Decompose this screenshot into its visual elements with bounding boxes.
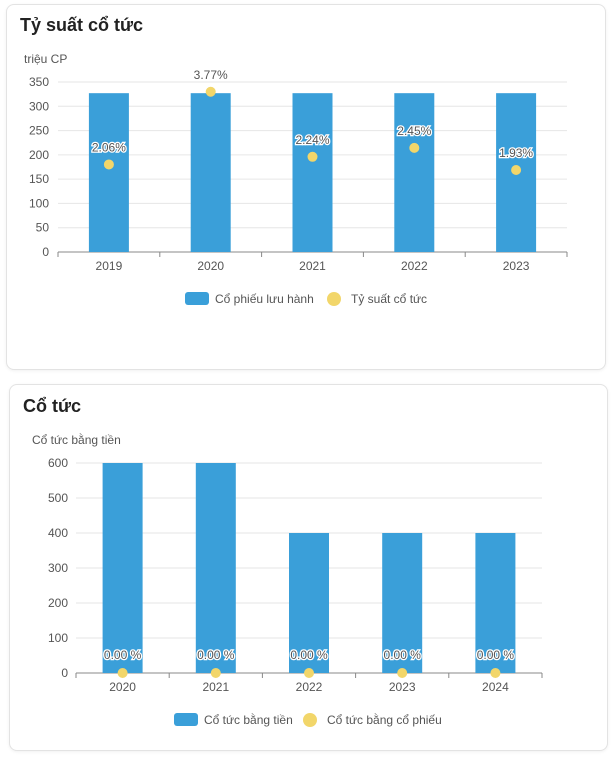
bar <box>102 463 143 673</box>
legend-swatch-bar <box>185 292 209 305</box>
x-tick-label: 2023 <box>503 259 530 273</box>
scatter-point <box>210 668 221 678</box>
data-label: 0.00 % <box>104 648 142 662</box>
y-tick-label: 200 <box>48 596 68 610</box>
y-tick-label: 300 <box>29 99 49 113</box>
x-tick-label: 2023 <box>389 680 416 694</box>
bar <box>382 533 423 673</box>
card-title: Tỷ suất cổ tức <box>20 15 144 35</box>
y-tick-label: 100 <box>29 196 49 210</box>
bar <box>88 93 129 253</box>
y-tick-label: 200 <box>29 148 49 162</box>
bar <box>475 533 516 673</box>
scatter-point <box>307 151 318 162</box>
data-label: 0.00 % <box>197 648 235 662</box>
y-tick-label: 250 <box>29 124 49 138</box>
x-tick-label: 2020 <box>197 259 224 273</box>
legend-label: Cổ tức bằng cổ phiếu <box>327 712 442 727</box>
y-tick-label: 0 <box>42 245 49 259</box>
bar <box>190 93 231 253</box>
data-label: 2.06% <box>92 140 126 154</box>
bar <box>289 533 329 673</box>
y-tick-label: 400 <box>48 526 68 540</box>
scatter-point <box>103 159 114 170</box>
y-tick-label: 600 <box>48 456 68 470</box>
x-tick-label: 2019 <box>96 259 123 273</box>
card-title: Cổ tức <box>23 396 82 416</box>
x-tick-label: 2022 <box>401 259 428 273</box>
x-tick-label: 2024 <box>482 680 509 694</box>
legend-swatch-dot <box>327 292 341 306</box>
scatter-point <box>117 668 128 678</box>
y-tick-label: 100 <box>48 631 68 645</box>
y-tick-label: 500 <box>48 491 68 505</box>
scatter-point <box>304 668 314 678</box>
y-tick-label: 150 <box>29 172 49 186</box>
data-label: 0.00 % <box>290 648 328 662</box>
data-label: 1.93% <box>499 146 533 160</box>
data-label: 3.77% <box>194 68 228 82</box>
x-tick-label: 2021 <box>202 680 229 694</box>
scatter-point <box>205 86 216 97</box>
legend-swatch-bar <box>174 713 198 726</box>
y-tick-label: 350 <box>29 75 49 89</box>
scatter-point <box>511 164 522 175</box>
data-label: 0.00 % <box>384 648 422 662</box>
y-tick-label: 300 <box>48 561 68 575</box>
scatter-point <box>490 668 501 678</box>
y-tick-label: 50 <box>36 221 50 235</box>
x-tick-label: 2020 <box>109 680 136 694</box>
legend-label: Cổ phiếu lưu hành <box>215 292 314 306</box>
bar <box>195 463 236 673</box>
x-tick-label: 2021 <box>299 259 326 273</box>
x-tick-label: 2022 <box>296 680 323 694</box>
legend-label: Tỷ suất cổ tức <box>351 292 427 306</box>
legend-label: Cổ tức bằng tiền <box>204 712 293 727</box>
bar <box>292 93 333 253</box>
scatter-point <box>409 142 420 153</box>
legend-swatch-dot <box>303 713 317 727</box>
data-label: 2.45% <box>397 124 431 138</box>
data-label: 2.24% <box>295 133 329 147</box>
data-label: 0.00 % <box>477 648 515 662</box>
y-tick-label: 0 <box>61 666 68 680</box>
y-axis-label: Cổ tức bằng tiền <box>32 432 121 447</box>
scatter-point <box>397 668 408 678</box>
y-axis-label: triệu CP <box>24 52 67 66</box>
bar <box>394 93 435 253</box>
